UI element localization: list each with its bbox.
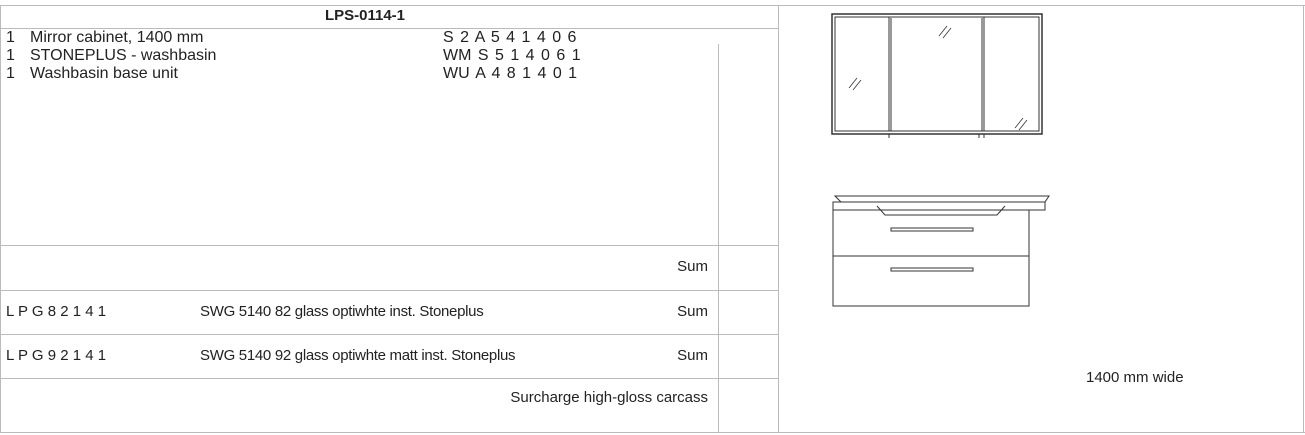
- item-code: S 2 A 5 4 1 4 0 6: [443, 29, 577, 46]
- item-code: WM S 5 1 4 0 6 1: [443, 47, 581, 64]
- product-drawing: [831, 13, 1050, 307]
- title: LPS-0114-1: [324, 7, 406, 24]
- item-code: WU A 4 8 1 4 0 1: [443, 65, 578, 82]
- rule: [0, 245, 778, 246]
- row-description: SWG 5140 82 glass optiwhte inst. Stonepl…: [200, 303, 484, 320]
- rule: [0, 290, 778, 291]
- row-description: SWG 5140 92 glass optiwhte matt inst. St…: [200, 347, 516, 364]
- row-label: Sum: [677, 258, 708, 275]
- row-code: L P G 9 2 1 4 1: [6, 347, 107, 364]
- item-qty: 1: [6, 65, 15, 82]
- row-label: Sum: [677, 347, 708, 364]
- item-name: Washbasin base unit: [30, 65, 178, 82]
- rule: [0, 28, 778, 29]
- rule: [1303, 5, 1304, 433]
- rule: [0, 5, 1, 433]
- caption: 1400 mm wide: [1086, 369, 1184, 386]
- rule: [0, 334, 778, 335]
- item-qty: 1: [6, 47, 15, 64]
- row-label: Surcharge high-gloss carcass: [510, 389, 708, 406]
- item-qty: 1: [6, 29, 15, 46]
- rule: [718, 44, 719, 433]
- rule: [778, 5, 779, 433]
- rule: [0, 5, 1305, 6]
- row-label: Sum: [677, 303, 708, 320]
- item-name: Mirror cabinet, 1400 mm: [30, 29, 204, 46]
- row-code: L P G 8 2 1 4 1: [6, 303, 107, 320]
- rule: [0, 378, 778, 379]
- item-name: STONEPLUS - washbasin: [30, 47, 217, 64]
- rule: [0, 432, 1305, 433]
